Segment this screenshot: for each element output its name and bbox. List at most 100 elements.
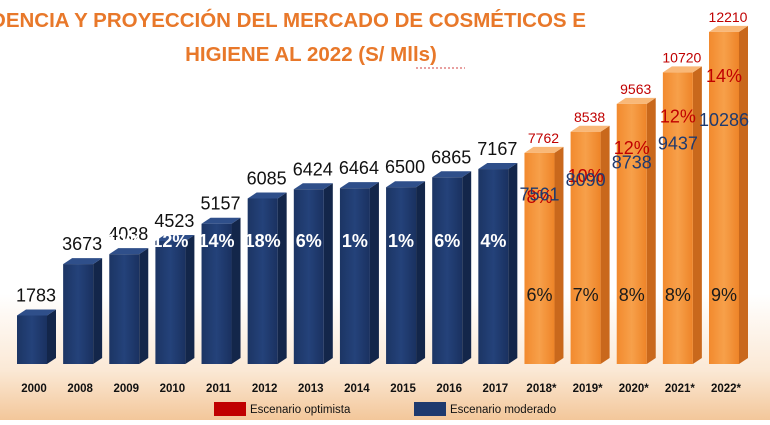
bar-front-face <box>339 188 370 364</box>
x-tick-label: 2015 <box>390 383 416 395</box>
bar-front-face <box>616 103 647 364</box>
bar-top-face <box>432 171 472 178</box>
bar-side-face <box>739 25 748 364</box>
growth-label-optimistic: 12% <box>614 138 650 158</box>
bar-front-face <box>662 72 693 364</box>
legend-item: Escenario optimista <box>214 402 351 416</box>
bar-top-face <box>155 234 195 241</box>
x-tick-label: 2022* <box>711 383 742 395</box>
bar-top-face <box>709 25 748 32</box>
legend-item: Escenario moderado <box>414 402 556 416</box>
bar-side-face <box>692 66 702 364</box>
x-tick-label: 2017 <box>483 383 509 395</box>
bar-side-face <box>508 163 518 364</box>
growth-label-moderate: 9% <box>711 285 737 305</box>
bar-front-face <box>709 31 739 364</box>
growth-label-moderate: 8% <box>619 285 645 305</box>
bar-side-face <box>554 146 564 364</box>
bar-front-face <box>386 187 417 364</box>
legend-label: Escenario moderado <box>450 404 556 416</box>
growth-label-moderate: 18% <box>245 231 281 251</box>
bar-top-face <box>247 192 287 199</box>
bar-top-face <box>386 181 426 188</box>
bar-front-face <box>293 189 324 364</box>
bar-side-face <box>323 183 333 364</box>
bar-side-face <box>369 182 379 364</box>
value-label: 1783 <box>16 286 56 306</box>
moderate-value-label: 10286 <box>699 110 749 130</box>
bar-side-face <box>462 171 472 364</box>
bar-top-face <box>109 248 149 255</box>
optimistic-value-label: 10720 <box>662 49 701 65</box>
bar-2013 <box>293 183 333 364</box>
chart-title-line-1: TENDENCIA Y PROYECCIÓN DEL MERCADO DE CO… <box>0 8 586 32</box>
value-label: 4038 <box>108 224 148 244</box>
bar-front-face <box>247 198 278 364</box>
bar-2015 <box>386 181 426 364</box>
bar-front-face <box>478 169 509 364</box>
bar-top-face <box>478 163 518 170</box>
bar-front-face <box>570 131 601 364</box>
legend-swatch <box>414 402 446 416</box>
growth-label-moderate: 7% <box>573 285 599 305</box>
value-label: 3673 <box>62 234 102 254</box>
chart-title-line-2: HIGIENE AL 2022 (S/ Mlls) <box>185 43 437 66</box>
x-tick-label: 2018* <box>526 383 557 395</box>
bar-front-face <box>109 254 140 364</box>
growth-label-moderate: 6% <box>434 231 460 251</box>
value-label: 6464 <box>339 158 379 178</box>
x-tick-label: 2019* <box>573 383 604 395</box>
bar-front-face <box>432 177 463 364</box>
growth-label-moderate: 10% <box>106 231 142 251</box>
bar-front-face <box>201 223 232 364</box>
value-label: 4523 <box>154 211 194 231</box>
x-tick-label: 2009 <box>113 383 139 395</box>
value-label: 6085 <box>247 168 287 188</box>
optimistic-value-label: 12210 <box>709 9 748 25</box>
bar-front-face <box>17 315 47 364</box>
x-tick-label: 2011 <box>206 383 232 395</box>
bar-2012 <box>247 192 287 364</box>
growth-label-moderate: 8% <box>665 285 691 305</box>
bar-side-face <box>277 192 287 364</box>
growth-label-moderate: 1% <box>388 231 414 251</box>
bar-top-face <box>524 146 564 153</box>
growth-label-moderate: 14% <box>199 231 235 251</box>
x-tick-label: 2020* <box>619 383 650 395</box>
bar-top-face <box>63 258 103 265</box>
bar-2016 <box>432 171 472 364</box>
bar-side-face <box>600 125 610 364</box>
bar-side-face <box>646 97 656 364</box>
bar-2008 <box>63 258 103 364</box>
moderate-value-label: 9437 <box>658 133 698 153</box>
bar-2017 <box>478 163 518 364</box>
growth-label-moderate: 6% <box>296 231 322 251</box>
value-label: 7167 <box>477 139 517 159</box>
growth-label-moderate: 4% <box>480 231 506 251</box>
bar-side-face <box>139 248 149 364</box>
bar-top-face <box>570 125 610 132</box>
bar-top-face <box>662 66 702 73</box>
bar-top-face <box>17 309 56 316</box>
x-tick-label: 2010 <box>160 383 186 395</box>
bar-2011 <box>201 217 241 364</box>
bar-front-face <box>155 240 186 364</box>
optimistic-value-label: 8538 <box>574 109 605 125</box>
value-label: 5157 <box>201 194 241 214</box>
moderate-value-label: 8090 <box>566 170 606 190</box>
bar-side-face <box>416 181 426 364</box>
x-tick-label: 2014 <box>344 383 370 395</box>
x-tick-label: 2016 <box>436 383 462 395</box>
bar-front-face <box>524 152 555 364</box>
moderate-value-label: 7561 <box>519 184 559 204</box>
bar-top-face <box>339 182 379 189</box>
x-tick-label: 2008 <box>67 383 93 395</box>
growth-label-optimistic: 10% <box>568 166 604 186</box>
x-tick-label: 2021* <box>665 383 696 395</box>
legend: Escenario optimista Escenario moderado <box>214 402 556 416</box>
growth-label-moderate: 6% <box>526 285 552 305</box>
bar-2021-proj <box>662 66 702 364</box>
moderate-value-label: 8738 <box>612 152 652 172</box>
bar-front-face <box>63 264 94 364</box>
